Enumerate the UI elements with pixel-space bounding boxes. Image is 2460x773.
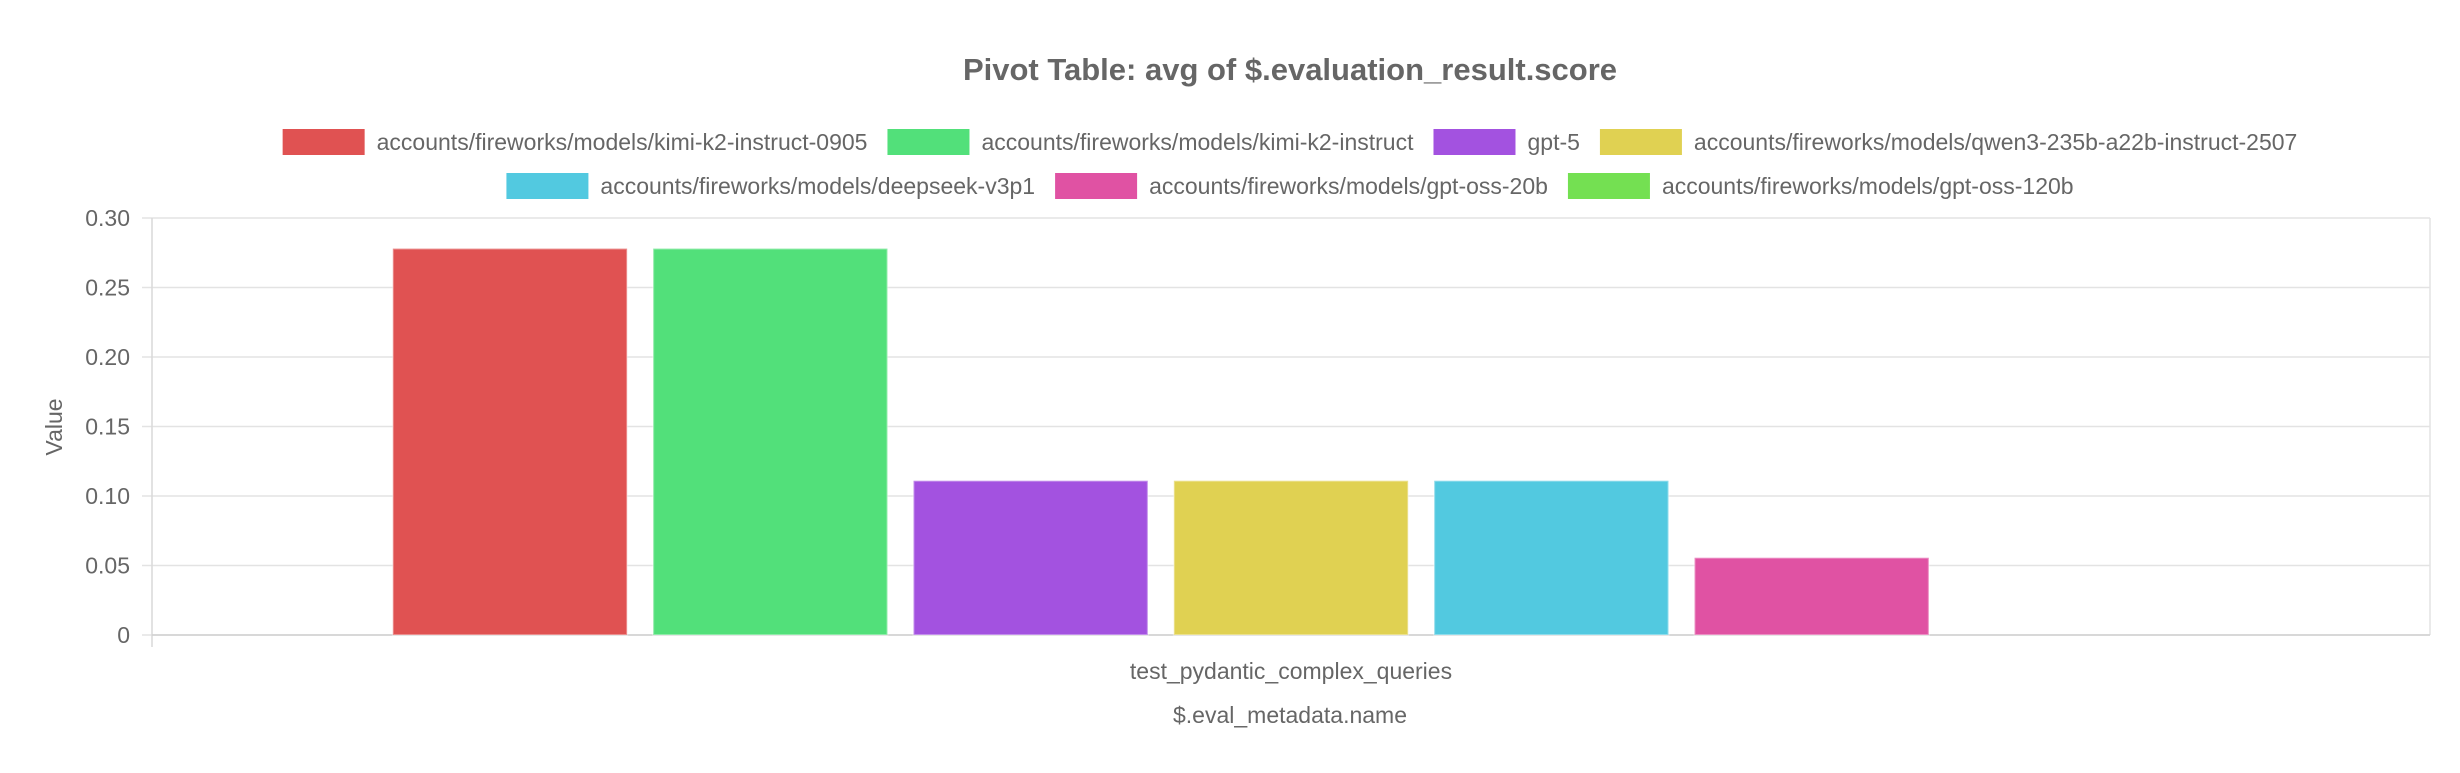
y-tick-label: 0.30 [85, 205, 130, 231]
chart-title: Pivot Table: avg of $.evaluation_result.… [963, 52, 1617, 87]
legend-label: accounts/fireworks/models/kimi-k2-instru… [377, 129, 868, 155]
bar-border [1693, 556, 1930, 636]
x-axis: test_pydantic_complex_queries [1130, 658, 1452, 684]
bar-border [391, 247, 629, 637]
bar-border [1433, 479, 1670, 636]
y-tick-label: 0.25 [85, 275, 130, 301]
legend-swatch [1055, 173, 1138, 199]
bar [392, 248, 628, 635]
legend-label: gpt-5 [1527, 129, 1579, 155]
y-tick-label: 0.10 [85, 483, 130, 509]
legend-swatch [1567, 173, 1650, 199]
bar [913, 480, 1148, 635]
y-tick-label: 0.05 [85, 553, 130, 579]
y-tick-label: 0.15 [85, 414, 130, 440]
legend-swatch [887, 129, 970, 155]
legend-swatch [1599, 129, 1682, 155]
x-tick-label: test_pydantic_complex_queries [1130, 658, 1452, 684]
legend-swatch [282, 129, 365, 155]
x-axis-label: $.eval_metadata.name [1173, 702, 1407, 728]
legend-label: accounts/fireworks/models/deepseek-v3p1 [600, 173, 1035, 199]
bar [1173, 480, 1409, 635]
legend-label: accounts/fireworks/models/gpt-oss-120b [1662, 173, 2074, 199]
legend-swatch [506, 173, 589, 199]
bar-border [1172, 479, 1410, 636]
bar [653, 248, 888, 635]
bar-border [652, 247, 889, 637]
y-tick-label: 0.20 [85, 344, 130, 370]
bars [391, 247, 1930, 637]
legend-label: accounts/fireworks/models/gpt-oss-20b [1149, 173, 1548, 199]
legend-swatch [1433, 129, 1516, 155]
y-axis: 0 0.05 0.10 0.15 0.20 0.25 0.30 [85, 205, 2431, 648]
bar [1434, 480, 1669, 635]
legend-label: accounts/fireworks/models/kimi-k2-instru… [981, 129, 1414, 155]
bar [1694, 557, 1929, 635]
y-tick-label: 0 [117, 622, 130, 648]
legend-label: accounts/fireworks/models/qwen3-235b-a22… [1694, 129, 2297, 155]
legend: accounts/fireworks/models/kimi-k2-instru… [282, 129, 2297, 199]
y-axis-label: Value [41, 398, 67, 455]
bar-border [912, 479, 1149, 636]
